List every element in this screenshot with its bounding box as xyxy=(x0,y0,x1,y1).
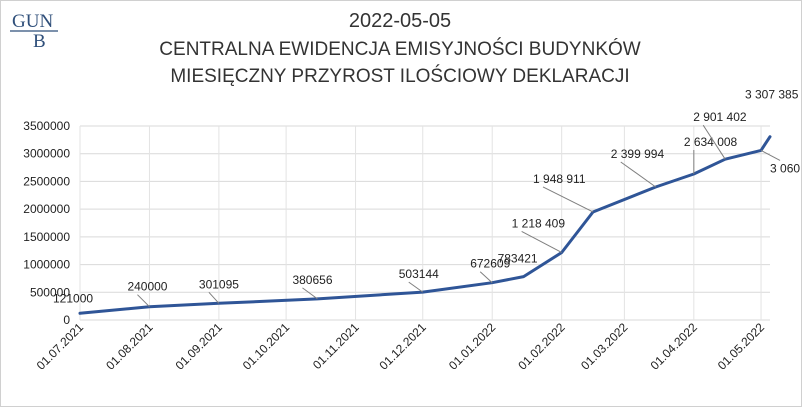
y-tick-label: 1500000 xyxy=(23,230,70,244)
data-label: 1 948 911 xyxy=(533,172,586,186)
data-label: 121000 xyxy=(53,291,93,305)
x-tick-label: 01.05.2022 xyxy=(715,320,768,373)
x-tick-label: 01.03.2022 xyxy=(578,320,631,373)
x-tick-label: 01.04.2022 xyxy=(648,320,701,373)
logo-top-text: GUN xyxy=(12,11,53,32)
data-label: 672609 xyxy=(470,257,510,271)
data-label: 2 634 008 xyxy=(684,135,738,149)
data-label: 3 060 044 xyxy=(770,161,802,175)
data-label: 783421 xyxy=(498,252,538,266)
data-label: 503144 xyxy=(399,267,439,281)
data-label-leader xyxy=(408,281,424,293)
data-label-leader xyxy=(208,291,220,304)
data-label: 301095 xyxy=(199,277,239,291)
y-tick-label: 500000 xyxy=(30,285,70,299)
chart-title-block: 2022-05-05 CENTRALNA EWIDENCJA EMISYJNOŚ… xyxy=(70,6,730,90)
x-tick-label: 01.01.2022 xyxy=(446,320,499,373)
y-tick-label: 3000000 xyxy=(23,147,70,161)
chart-title: CENTRALNA EWIDENCJA EMISYJNOŚCI BUDYNKÓW xyxy=(159,39,641,60)
x-tick-label: 01.11.2021 xyxy=(310,320,362,372)
y-tick-label: 1000000 xyxy=(23,258,70,272)
chart-title-date: 2022-05-05 xyxy=(348,10,452,32)
data-label-leader xyxy=(702,124,726,160)
y-tick-label: 0 xyxy=(63,313,70,327)
gunb-logo: GUN B xyxy=(6,6,64,52)
x-tick-label: 01.07.2021 xyxy=(34,320,87,373)
series-line xyxy=(78,135,772,315)
data-label-leader xyxy=(620,161,657,188)
data-label: 380656 xyxy=(292,273,332,287)
x-tick-label: 01.08.2021 xyxy=(103,320,156,373)
data-label: 3 307 385 xyxy=(745,88,799,102)
data-label-leader xyxy=(479,271,493,284)
chart-subtitle: MIESIĘCZNY PRZYROST ILOŚCIOWY DEKLARACJI xyxy=(170,66,630,87)
logo-bottom-text: B xyxy=(33,31,46,52)
data-label: 2 901 402 xyxy=(693,110,747,124)
x-tick-label: 01.10.2021 xyxy=(240,320,293,373)
x-tick-label: 01.12.2021 xyxy=(377,320,430,373)
data-label: 2 399 994 xyxy=(611,147,665,161)
data-label: 240000 xyxy=(127,280,167,294)
data-label: 1 218 409 xyxy=(512,216,566,230)
data-label-leader xyxy=(542,186,594,213)
x-tick-label: 01.02.2022 xyxy=(515,320,568,373)
x-tick-label: 01.09.2021 xyxy=(173,320,226,373)
data-label-leader xyxy=(521,231,562,253)
y-tick-label: 3500000 xyxy=(23,119,70,133)
y-tick-label: 2000000 xyxy=(23,202,70,216)
data-label-leader xyxy=(302,287,318,300)
data-label-leader xyxy=(760,149,781,161)
data-label-leader xyxy=(137,294,150,308)
y-tick-label: 2500000 xyxy=(23,174,70,188)
